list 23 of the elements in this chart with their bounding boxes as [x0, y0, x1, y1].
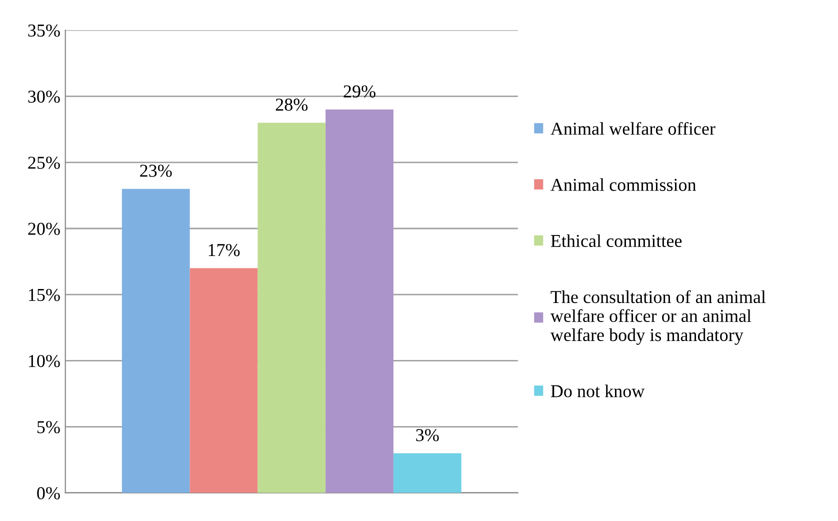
data-label: 29%	[344, 85, 376, 98]
y-tick-label: 15%	[28, 288, 60, 302]
y-tick-label: 10%	[28, 354, 60, 368]
bar	[393, 453, 462, 493]
data-label: 28%	[276, 98, 308, 111]
y-tick-label: 5%	[37, 421, 60, 434]
data-label: 17%	[208, 244, 240, 256]
bar	[326, 110, 394, 493]
y-tick-label: 0%	[37, 487, 60, 500]
y-tick-label: 35%	[28, 24, 60, 37]
bar	[190, 268, 258, 493]
legend-label: Ethical committee	[550, 234, 682, 248]
data-label: 23%	[140, 164, 172, 177]
legend-label: Animal commission	[550, 178, 696, 191]
bar	[258, 122, 326, 493]
y-tick-label: 20%	[28, 222, 60, 235]
bar	[122, 188, 190, 493]
legend-label: The consultation of an animal welfare officer or an animal welfare body is mandatory	[550, 290, 766, 345]
y-tick-label: 30%	[28, 90, 60, 103]
legend-label: Animal welfare officer	[550, 122, 716, 135]
legend-label: Do not know	[550, 384, 645, 398]
y-tick-label: 25%	[28, 156, 60, 169]
data-label: 3%	[416, 429, 439, 442]
